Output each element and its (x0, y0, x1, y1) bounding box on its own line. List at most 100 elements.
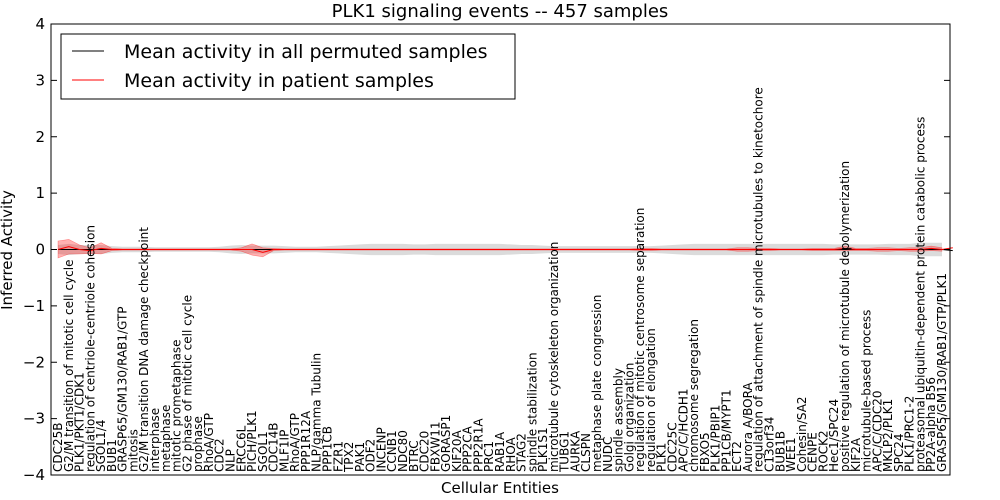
entity-label: PP1CB/MYPT1 (719, 389, 733, 472)
entity-label: ROCK2 (816, 430, 830, 472)
entity-label: CENPE (806, 432, 820, 472)
entity-label: FBXW11 (428, 421, 442, 472)
entity-label: ECT2 (730, 441, 744, 472)
entity-label: CDC14B (267, 422, 281, 472)
y-tick-label: −4 (23, 466, 45, 484)
entity-label: PPP2R1A (471, 418, 485, 472)
entity-label: G2/M transition DNA damage checkpoint (137, 227, 151, 472)
entity-label: chromosome segregation (687, 319, 701, 472)
entity-label: FZR1 (331, 441, 345, 472)
entity-label: RAB1A (493, 431, 507, 472)
entity-label: mitotic prometaphase (170, 340, 184, 473)
entity-label: APC/C/CDC20 (870, 390, 884, 472)
entity-label: BUB1B (773, 431, 787, 472)
entity-label: NLP (224, 449, 238, 472)
entity-label: SGOL1/4 (94, 420, 108, 472)
entity-label: regulation of mitotic centrosome separat… (633, 208, 647, 472)
entity-label: PPP1R12A (299, 410, 313, 472)
entity-label: Aurora A/BORA (741, 382, 755, 472)
entity-label: FBXO5 (698, 432, 712, 472)
patient-mean-line (57, 246, 953, 253)
entity-label: PLK1/PBIP1 (709, 405, 723, 472)
entity-label: PLK1/PRC1-2 (903, 396, 917, 472)
entity-label: PPP2CA (461, 425, 475, 472)
entity-label: positive regulation of microtubule depol… (838, 161, 852, 472)
entity-label: PP2A-alpha B56 (924, 377, 938, 472)
entity-label: SPC24 (892, 434, 906, 473)
y-tick-label: −3 (23, 410, 45, 428)
entity-label: NLP/gamma Tubulin (310, 353, 324, 472)
entity-label: PLK1S1 (536, 427, 550, 472)
entity-label: Hec1/SPC24 (827, 399, 841, 472)
entity-label: APC/C/HCDH1 (676, 388, 690, 472)
entity-label: NDC80 (396, 430, 410, 472)
entity-label: metaphase plate congression (590, 295, 604, 472)
entity-label: KIF2A (849, 437, 863, 472)
entity-label: BTRC (407, 440, 421, 472)
activity-lines (57, 246, 953, 253)
entity-label: GRASP65/GM130/RAB1/GTP/PLK1 (935, 273, 949, 472)
y-tick-label: 3 (35, 71, 45, 89)
legend-label-permuted: Mean activity in all permuted samples (124, 41, 487, 63)
entity-label: spindle stabilization (525, 352, 539, 472)
entity-label: RhoA/GTP (288, 413, 302, 472)
y-axis-label: Inferred Activity (0, 190, 16, 310)
entity-label: PLK1 (655, 443, 669, 472)
entity-label: G2/M transition of mitotic cell cycle (62, 260, 76, 473)
entity-label: CDC25C (666, 422, 680, 472)
patient-variation-band (57, 239, 943, 259)
entity-label: ODF2 (364, 439, 378, 472)
entity-label: MLF1IP (277, 430, 291, 472)
entity-label: CCNB1 (385, 430, 399, 472)
entity-label: Golgi organization (622, 363, 636, 472)
entity-label: CLSPN (579, 433, 593, 472)
entity-label: KIF20A (450, 429, 464, 472)
x-axis-label: Cellular Entities (441, 479, 559, 497)
entity-label: MKLP2/PLK1 (881, 399, 895, 472)
entity-label: regulation of elongation (644, 328, 658, 472)
entity-label: C13orf34 (763, 417, 777, 472)
entity-label: BUB1 (105, 439, 119, 472)
entity-label: SGOL1 (256, 431, 270, 472)
entity-label: AURKA (569, 430, 583, 472)
entity-label: PPP1CB (321, 426, 335, 472)
entity-label: Cohesin/SA2 (795, 396, 809, 472)
plot-frame (50, 23, 951, 476)
entity-label: CDC25B (51, 423, 65, 473)
entity-label: WEE1 (784, 437, 798, 472)
entity-label: proteasomal ubiquitin-dependent protein … (913, 117, 927, 472)
entity-label: CDC20 (418, 431, 432, 472)
entity-label: G2 phase of mitotic cell cycle (180, 295, 194, 472)
entity-label: RHOA (504, 436, 518, 472)
legend-label-patient: Mean activity in patient samples (124, 70, 434, 92)
entity-label: ERCC6L (234, 425, 248, 472)
entity-label: regulation of attachment of spindle micr… (752, 87, 766, 472)
entity-label: INCENP (374, 427, 388, 472)
y-tick-label: 0 (35, 241, 45, 259)
y-tick-label: 4 (35, 15, 45, 33)
entity-label: microtubule cytoskeleton organization (547, 242, 561, 472)
entity-label: microtubule-based process (860, 310, 874, 472)
y-tick-label: 2 (35, 128, 45, 146)
entity-label: GRASP65/GM130/RAB1/GTP (116, 306, 130, 472)
entity-label: interphase (148, 408, 162, 472)
entity-label: prophase (191, 416, 205, 472)
entity-label: PICH/PLK1 (245, 410, 259, 472)
y-tick-label: −2 (23, 353, 45, 371)
entity-label: regulation of centriole-centriole cohesi… (83, 225, 97, 472)
entity-label: PLK1/PKT1/CDK1 (73, 372, 87, 472)
entity-label: spindle assembly (612, 368, 626, 472)
entity-label: mitosis (127, 429, 141, 472)
chart-title: PLK1 signaling events -- 457 samples (332, 1, 669, 22)
entity-label: GORASP1 (439, 415, 453, 472)
entity-label: STAG2 (515, 433, 529, 472)
y-tick-label: −1 (23, 297, 45, 315)
entity-label: NUDC (601, 437, 615, 472)
entity-label: CDC2 (213, 438, 227, 472)
entity-label: PAK1 (353, 442, 367, 472)
legend: Mean activity in all permuted samples Me… (60, 33, 516, 100)
entity-label: TUBG1 (558, 431, 572, 473)
legend-box (60, 33, 516, 100)
